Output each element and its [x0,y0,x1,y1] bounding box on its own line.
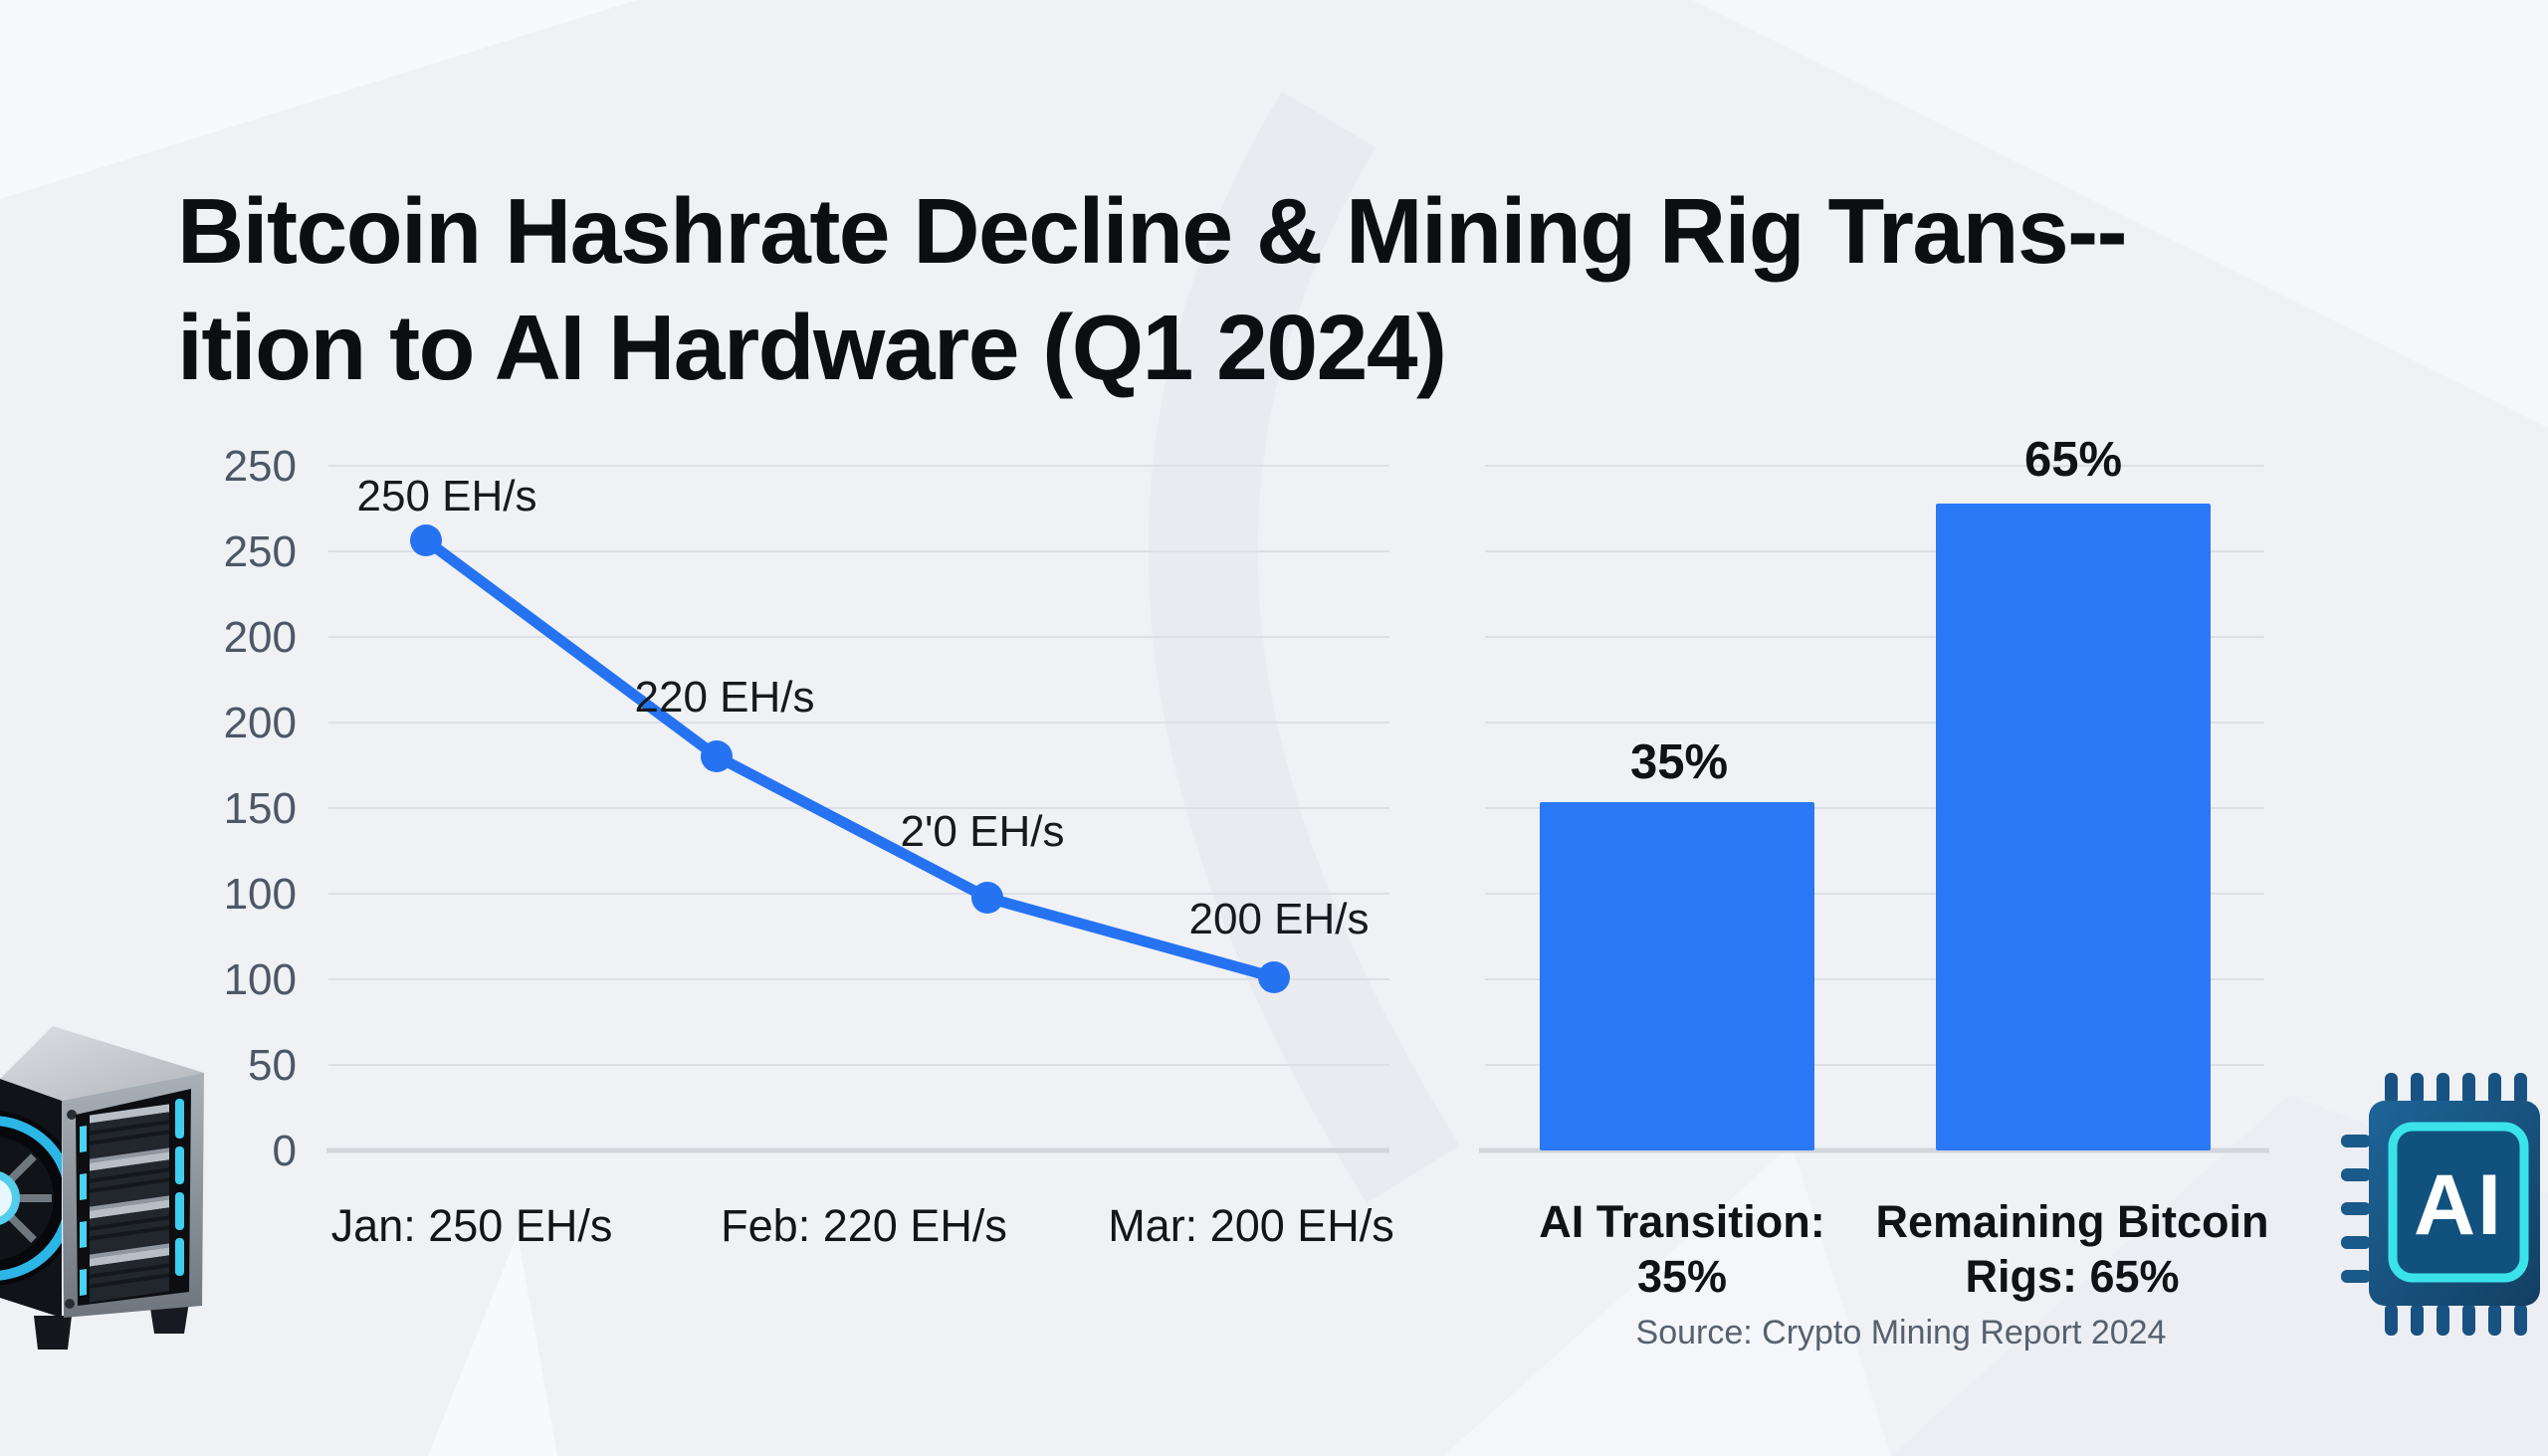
bar-category-line: 35% [1637,1251,1727,1302]
rig-screw [65,1299,75,1309]
rig-drive-bays [80,1104,169,1303]
y-tick-label: 150 [224,784,297,833]
data-point-jan [410,524,442,556]
rig-foot [34,1316,72,1350]
chip-pin [2411,1073,2424,1105]
drive-bay [80,1151,169,1211]
chip-pin [2437,1073,2449,1105]
y-tick-label: 200 [224,613,297,662]
chip-pin [2411,1304,2424,1336]
x-axis-tick-labels: Jan: 250 EH/s Feb: 220 EH/s Mar: 200 EH/… [331,1200,1394,1251]
bar-value-label: 65% [2024,433,2122,487]
chip-pins-left [2341,1135,2371,1283]
chip-inner-frame [2388,1122,2529,1283]
line-chart-gridlines [326,465,1389,1153]
hashrate-data-points [410,524,1290,993]
background-arc [1148,91,1460,1203]
chip-pin [2514,1073,2527,1105]
bar-value-label: 35% [1630,735,1728,789]
hashrate-line-series [420,534,1280,983]
ai-chip-icon: AI [2341,1073,2540,1336]
page-title: Bitcoin Hashrate Decline & Mining Rig Tr… [177,173,2128,406]
chip-pin [2341,1135,2371,1147]
rig-top-panel [0,1026,204,1101]
bar-value-labels: 35% 65% [1630,433,2122,789]
rig-screw [67,1110,77,1120]
data-point-mar [1258,961,1290,993]
y-tick-label: 250 [224,527,297,576]
y-tick-label: 50 [248,1041,297,1090]
point-label: 200 EH/s [1189,895,1370,943]
data-point-feb [701,740,733,772]
chip-pin [2341,1270,2371,1283]
chip-pin [2462,1073,2475,1105]
rig-foot [149,1302,189,1334]
chip-pins-bottom [2385,1304,2527,1336]
chip-pin [2341,1168,2371,1181]
point-label: 250 EH/s [357,472,537,520]
y-tick-label: 200 [224,699,297,747]
chip-pin [2341,1236,2371,1249]
chip-pins-top [2385,1073,2527,1105]
chip-pin [2385,1073,2398,1105]
x-tick-label: Mar: 200 EH/s [1108,1200,1394,1251]
page-title-line-1: Bitcoin Hashrate Decline & Mining Rig Tr… [177,179,2128,284]
mining-rig-illustration [0,1026,204,1350]
bar-remaining-rigs [1936,504,2211,1150]
point-value-labels: 250 EH/s 220 EH/s 2'0 EH/s 200 EH/s [357,472,1370,943]
chip-pin [2341,1202,2371,1215]
background-wedge [1692,0,2548,428]
x-tick-label: Feb: 220 EH/s [721,1200,1007,1251]
y-tick-label: 0 [273,1127,297,1175]
y-tick-label: 250 [224,442,297,491]
transition-bar-chart: 35% 65% AI Transition: 35% Remaining Bit… [1479,433,2269,1352]
bar-category-line: AI Transition: [1539,1196,1825,1247]
background-beam [1443,1144,1891,1456]
drive-bay [80,1199,169,1259]
background-wedge [0,0,637,199]
chip-pin [2462,1304,2475,1336]
hashrate-line-chart: 250 250 200 200 150 100 100 50 0 250 EH/… [224,442,1394,1251]
bar-ai-transition [1540,802,1814,1150]
point-label: 2'0 EH/s [901,807,1065,856]
background-beam [428,1234,557,1456]
drive-bay [80,1104,169,1163]
y-tick-label: 100 [224,955,297,1004]
chip-ai-label: AI [2414,1157,2503,1253]
drive-bay [80,1247,169,1303]
chip-pin [2437,1304,2449,1336]
data-point-mid [971,882,1003,914]
chip-pin [2488,1304,2501,1336]
rig-led-strip [175,1099,184,1276]
bar-category-line: Remaining Bitcoin [1875,1196,2268,1247]
x-tick-label: Jan: 250 EH/s [331,1200,613,1251]
point-label: 220 EH/s [635,673,815,722]
page-title-line-2: ition to AI Hardware (Q1 2024) [177,296,1447,400]
bar-category-line: Rigs: 65% [1965,1251,2179,1302]
chip-pin [2488,1073,2501,1105]
y-axis-tick-labels: 250 250 200 200 150 100 100 50 0 [224,442,297,1175]
source-caption: Source: Crypto Mining Report 2024 [1636,1314,2167,1352]
chip-pin [2514,1304,2527,1336]
bar-category-labels: AI Transition: 35% Remaining Bitcoin Rig… [1539,1196,2268,1302]
chip-pin [2385,1304,2398,1336]
fan-icon [0,1111,62,1286]
y-tick-label: 100 [224,870,297,919]
